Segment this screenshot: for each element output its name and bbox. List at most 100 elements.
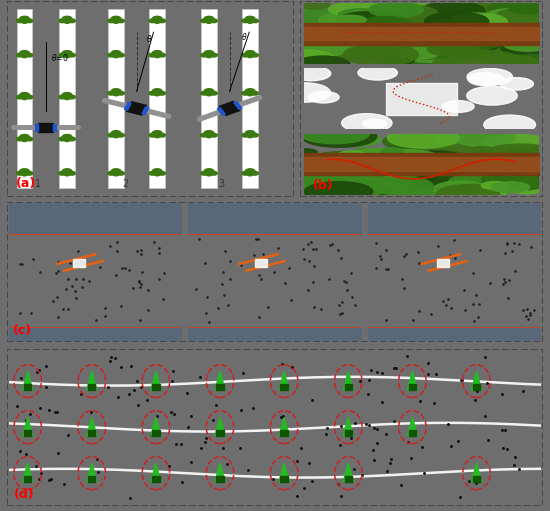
Ellipse shape [342,113,392,132]
Ellipse shape [334,182,384,197]
Ellipse shape [472,147,493,153]
Ellipse shape [245,131,255,135]
Ellipse shape [278,83,331,102]
Bar [24,384,31,390]
Ellipse shape [401,156,465,174]
Ellipse shape [111,169,121,174]
Ellipse shape [391,165,430,176]
Ellipse shape [359,174,385,182]
Bar [149,9,165,189]
Ellipse shape [332,152,355,158]
Ellipse shape [117,91,124,95]
Polygon shape [279,417,289,436]
Bar [35,124,39,131]
Ellipse shape [59,19,66,22]
Ellipse shape [108,19,115,22]
Ellipse shape [387,37,463,59]
Ellipse shape [117,53,124,57]
Ellipse shape [383,134,438,150]
Ellipse shape [449,174,504,190]
Ellipse shape [431,156,487,172]
Ellipse shape [152,169,162,174]
Ellipse shape [481,181,509,190]
Ellipse shape [210,53,217,57]
Ellipse shape [294,38,334,50]
Polygon shape [408,371,417,390]
Ellipse shape [362,119,387,128]
Ellipse shape [417,35,436,41]
Ellipse shape [64,55,70,58]
Ellipse shape [308,91,339,103]
Ellipse shape [155,55,160,58]
Ellipse shape [298,158,370,179]
Bar [152,476,160,482]
Ellipse shape [447,26,470,33]
Ellipse shape [210,19,217,22]
Ellipse shape [333,15,366,25]
Ellipse shape [251,133,258,137]
Ellipse shape [394,17,468,39]
Ellipse shape [245,89,255,94]
Ellipse shape [201,53,208,57]
Ellipse shape [108,133,115,137]
Ellipse shape [436,135,457,142]
Ellipse shape [68,19,75,22]
Ellipse shape [358,16,414,33]
Ellipse shape [439,166,507,185]
Bar [242,9,258,189]
Ellipse shape [300,124,370,144]
Ellipse shape [330,172,385,188]
Ellipse shape [370,177,433,195]
Ellipse shape [468,73,503,86]
Bar [9,203,182,234]
Bar [152,430,160,436]
Ellipse shape [20,16,29,21]
Ellipse shape [22,173,27,176]
Ellipse shape [336,12,403,31]
Polygon shape [23,463,32,482]
Bar [9,327,182,341]
Ellipse shape [111,16,121,21]
Ellipse shape [412,169,485,190]
Ellipse shape [117,19,124,22]
Text: (d): (d) [14,489,35,501]
Ellipse shape [483,40,505,46]
Ellipse shape [329,48,364,58]
Bar [280,430,288,436]
Ellipse shape [450,158,492,171]
Ellipse shape [418,135,454,145]
Text: $\theta$: $\theta$ [146,33,153,44]
Text: $\theta$=0: $\theta$=0 [51,52,68,63]
Bar [189,327,361,341]
Bar [189,203,361,234]
Ellipse shape [248,55,253,58]
Ellipse shape [292,66,331,81]
Ellipse shape [440,41,461,47]
Ellipse shape [509,3,548,14]
Bar [216,476,224,482]
Ellipse shape [487,55,538,70]
Ellipse shape [117,133,124,137]
Ellipse shape [370,5,438,24]
Ellipse shape [480,159,505,167]
Ellipse shape [242,91,249,95]
Ellipse shape [316,157,381,176]
Bar [17,9,32,189]
Ellipse shape [64,173,70,176]
Polygon shape [151,417,161,436]
Ellipse shape [371,4,404,13]
Bar [437,259,449,267]
Ellipse shape [356,162,387,171]
Bar [59,9,75,189]
Ellipse shape [64,20,70,24]
Ellipse shape [480,158,538,175]
Ellipse shape [355,164,409,180]
Ellipse shape [158,133,166,137]
Ellipse shape [398,30,473,52]
Ellipse shape [433,60,452,65]
Ellipse shape [201,133,208,137]
Ellipse shape [59,53,66,57]
Polygon shape [151,371,161,390]
Ellipse shape [108,91,115,95]
Ellipse shape [281,56,329,69]
